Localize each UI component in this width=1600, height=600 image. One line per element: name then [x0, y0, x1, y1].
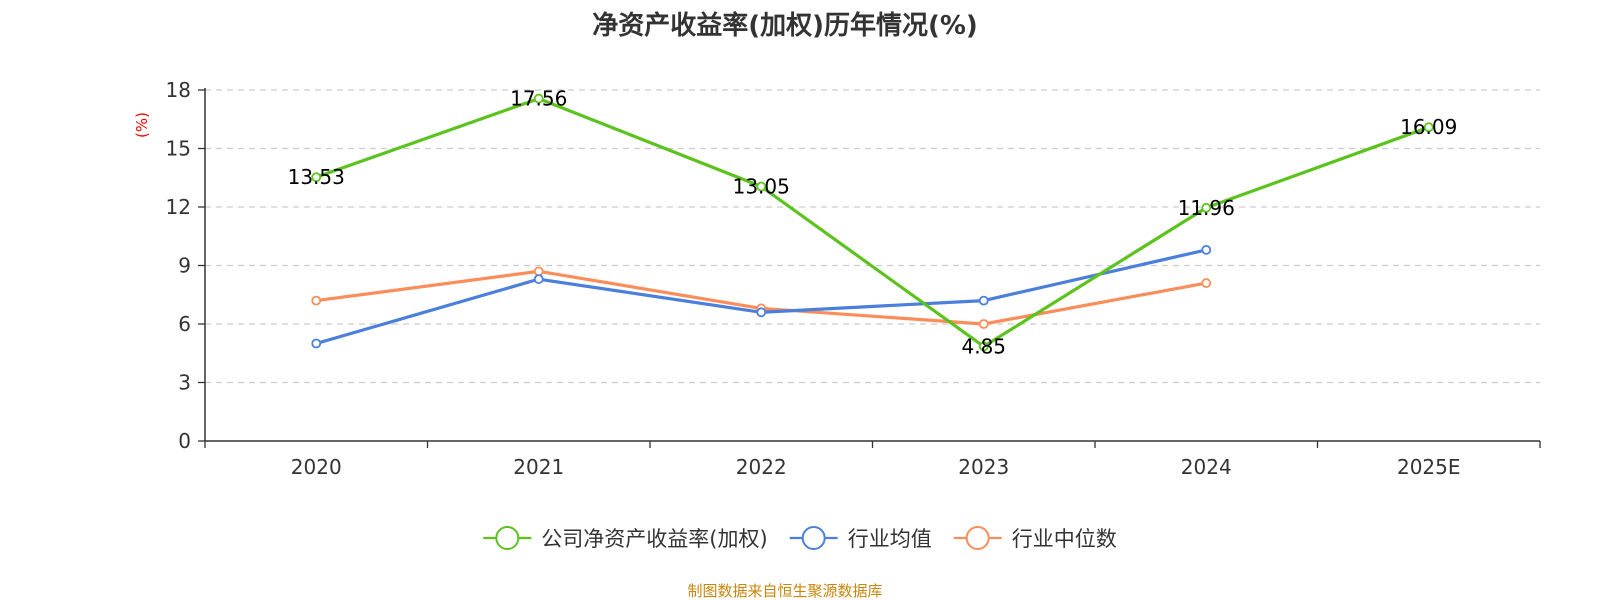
y-tick-label: 0	[178, 429, 191, 453]
data-label: 4.85	[961, 334, 1006, 358]
data-point[interactable]	[978, 295, 989, 306]
legend-item[interactable]: 行业均值	[789, 526, 932, 551]
series-line	[315, 248, 1207, 346]
data-point[interactable]	[756, 307, 767, 318]
data-point[interactable]	[1423, 122, 1434, 133]
y-tick-label: 9	[178, 254, 191, 278]
data-label: 11.96	[1178, 196, 1235, 220]
y-tick-label: 12	[166, 195, 191, 219]
x-tick-label: 2025E	[1397, 455, 1461, 479]
y-tick-label: 3	[178, 371, 191, 395]
y-axis-label: (%)	[133, 112, 151, 138]
axes: 0 3 6 9 12 15 18 2020 2021 2022 2023 2024 2025E	[166, 78, 1541, 479]
series-line	[315, 96, 1430, 349]
legend-item[interactable]: 公司净资产收益率(加权)	[483, 526, 768, 551]
x-tick-label: 2022	[736, 455, 787, 479]
grid-lines	[205, 89, 1540, 384]
x-tick-label: 2020	[291, 455, 342, 479]
data-point[interactable]	[311, 338, 322, 349]
legend-label: 公司净资产收益率(加权)	[541, 527, 767, 551]
data-point[interactable]	[756, 181, 767, 192]
data-label: 16.09	[1400, 115, 1457, 139]
series-2	[311, 266, 1212, 329]
data-point[interactable]	[978, 319, 989, 329]
data-point[interactable]	[1201, 244, 1212, 255]
data-point[interactable]	[311, 295, 322, 306]
legend-marker-icon	[801, 526, 826, 550]
data-label: 17.56	[510, 87, 567, 111]
data-label: 13.53	[288, 165, 345, 189]
data-point[interactable]	[533, 274, 544, 285]
y-tick-label: 18	[166, 78, 191, 102]
x-tick-label: 2024	[1181, 455, 1232, 479]
legend-marker-icon	[965, 526, 990, 550]
data-point[interactable]	[311, 172, 322, 183]
y-tick-label: 6	[178, 312, 191, 336]
chart-title: 净资产收益率(加权)历年情况(%)	[592, 10, 978, 41]
data-point[interactable]	[533, 266, 544, 277]
data-label: 13.05	[733, 175, 790, 199]
legend-label: 行业均值	[848, 527, 932, 551]
legend[interactable]: 公司净资产收益率(加权) 行业均值 行业中位数	[483, 526, 1117, 551]
data-point[interactable]	[978, 341, 989, 352]
data-point[interactable]	[533, 93, 544, 104]
series-lines	[311, 93, 1434, 352]
legend-label: 行业中位数	[1012, 527, 1117, 551]
legend-item[interactable]: 行业中位数	[953, 526, 1117, 551]
source-note: 制图数据来自恒生聚源数据库	[687, 582, 882, 600]
y-tick-label: 15	[166, 137, 191, 161]
x-tick-label: 2023	[958, 455, 1009, 479]
series-0	[311, 93, 1434, 352]
series-1	[311, 244, 1212, 349]
legend-marker-icon	[495, 526, 520, 550]
x-tick-label: 2021	[513, 455, 564, 479]
data-point[interactable]	[1201, 278, 1212, 288]
data-point[interactable]	[1201, 202, 1212, 213]
data-labels: 13.53 17.56 13.05 4.85 11.96 16.09	[288, 87, 1458, 359]
